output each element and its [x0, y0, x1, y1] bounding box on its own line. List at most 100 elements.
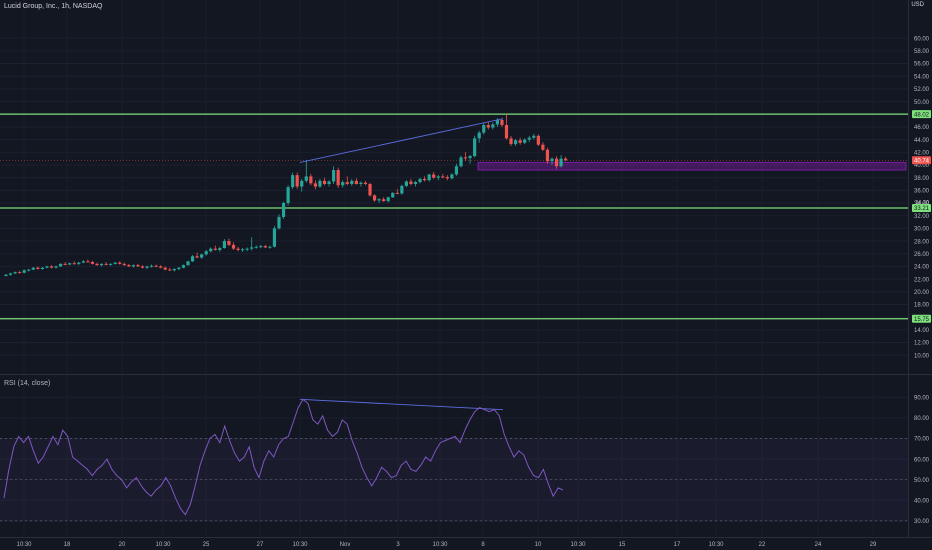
candle-body [382, 199, 386, 202]
price-tick-label: 38.00 [914, 176, 930, 182]
rsi-tick-label: 50.00 [914, 478, 930, 484]
candle-body [172, 268, 176, 271]
time-tick-label: Nov [340, 542, 351, 548]
candle-body [409, 181, 413, 184]
candle-body [541, 144, 545, 150]
price-tick-label: 10.00 [914, 353, 930, 359]
candle-body [49, 266, 54, 268]
time-tick-label: 10:30 [432, 542, 448, 548]
candle-body [468, 156, 472, 159]
candle-body [127, 265, 131, 267]
candle-body [418, 178, 422, 183]
candle-body [122, 263, 126, 266]
candle-body [454, 166, 459, 175]
candle-body [18, 272, 22, 274]
candle-body [368, 184, 372, 196]
candle-body [140, 266, 145, 268]
candle-body [345, 182, 349, 184]
candle-body [295, 175, 299, 187]
candle-body [13, 272, 17, 274]
candle-body [536, 135, 540, 145]
candle-body [186, 261, 190, 266]
rsi-tick-label: 60.00 [914, 457, 930, 463]
candle-body [550, 158, 554, 162]
candle-body [450, 174, 454, 179]
time-axis[interactable]: 10:30 18 20 10:30 25 27 10:30 Nov 3 10:30 8 10 10:30… [0, 537, 932, 549]
candle-body [491, 124, 495, 128]
price-tick-label: 12.00 [914, 341, 930, 347]
rsi-tick-label: 30.00 [914, 519, 930, 525]
candle-body [445, 177, 449, 179]
candle-body [99, 263, 104, 266]
price-tick-label: 42.00 [914, 151, 930, 157]
candle-body [309, 176, 313, 184]
candle-body [459, 157, 463, 167]
price-tick-label: 24.00 [914, 265, 930, 271]
candle-body [518, 140, 522, 143]
candle-body [332, 170, 336, 182]
supply-zone [477, 161, 907, 171]
time-tick-label: 17 [674, 542, 681, 548]
time-tick-label: 22 [759, 542, 766, 548]
candle-body [272, 228, 277, 247]
time-tick-label: 25 [203, 542, 210, 548]
candle-body [90, 261, 95, 264]
time-tick-label: 10:30 [708, 542, 724, 548]
trend-lines[interactable] [299, 118, 504, 411]
candle-body [341, 182, 345, 186]
candle-body [436, 176, 440, 178]
time-tick-label: 24 [815, 542, 822, 548]
candle-body [313, 183, 317, 187]
candle-body [31, 267, 35, 270]
candle-body [545, 149, 550, 162]
candle-body [159, 266, 163, 268]
rsi-tick-label: 70.00 [914, 437, 930, 443]
candle-body [372, 195, 377, 201]
candle-body [354, 180, 358, 184]
price-tick-label: 60.00 [914, 36, 930, 42]
candle-body [359, 182, 363, 184]
time-tick-label: 15 [619, 542, 626, 548]
rsi-band-fill [0, 438, 908, 521]
candle-body [523, 139, 527, 143]
candle-body [386, 197, 390, 202]
last-price-tag-bg [912, 156, 931, 165]
candle-body [118, 262, 122, 264]
candle-body [509, 138, 513, 145]
candle-body [554, 158, 559, 167]
symbol-title: Lucid Group, Inc., 1h, NASDAQ [4, 3, 103, 10]
last-price-tag: 40.74 [914, 158, 930, 164]
candle-body [277, 216, 281, 229]
candle-body [441, 176, 445, 178]
candle-body [477, 132, 481, 139]
candle-body [268, 246, 272, 248]
candle-body [532, 135, 536, 138]
candle-body [400, 185, 404, 194]
price-tick-label: 46.00 [914, 125, 930, 131]
price-tick-label: 20.00 [914, 290, 930, 296]
rsi-axis[interactable]: 30.00 40.00 50.00 60.00 70.00 80.00 90.00 [914, 395, 930, 525]
time-tick-label: 3 [396, 542, 400, 548]
candle-body [22, 270, 26, 273]
price-axis[interactable]: 10.0012.0014.0016.0018.0020.0022.0024.00… [914, 36, 930, 359]
price-tick-label: 36.00 [914, 189, 930, 195]
price-tick-label: 32.00 [914, 214, 930, 220]
price-tick-label: 18.00 [914, 303, 930, 309]
candle-body [204, 251, 208, 255]
candle-body [190, 256, 195, 262]
candle-body [40, 267, 44, 269]
rsi-tick-label: 40.00 [914, 498, 930, 504]
candle-body [291, 175, 295, 188]
candle-body [72, 263, 76, 265]
price-trend-line [299, 118, 504, 163]
candle-body [377, 199, 381, 201]
time-tick-label: 10:30 [570, 542, 586, 548]
candle-body [259, 246, 263, 248]
candle-body [4, 274, 8, 276]
candle-body [145, 266, 149, 268]
candle-body [336, 170, 340, 186]
time-tick-label: 18 [64, 542, 71, 548]
candle-body [177, 267, 181, 269]
horizontal-levels[interactable] [0, 113, 908, 320]
